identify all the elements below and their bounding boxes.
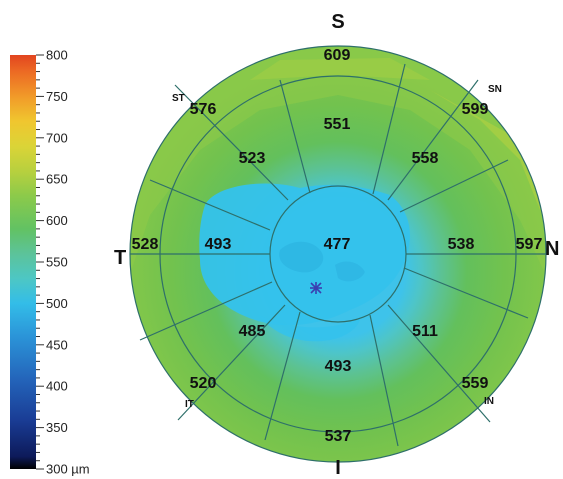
value-mid-inferotemporal: 485 <box>239 323 266 340</box>
colorbar-tick-label: 700 <box>46 130 68 145</box>
colorbar-gradient <box>10 55 36 469</box>
colorbar-tick-label: 350 <box>46 420 68 435</box>
label-inferonasal: IN <box>484 396 494 407</box>
value-mid-superior: 551 <box>324 116 351 133</box>
colorbar-tick-label: 650 <box>46 172 68 187</box>
colorbar: 800 750 700 650 600 550 500 450 400 350 300 µm <box>10 48 90 477</box>
value-mid-superonasal: 558 <box>412 150 439 167</box>
label-superotemporal: ST <box>172 93 185 104</box>
fovea-marker-icon <box>310 282 322 294</box>
colorbar-ticks: 800 750 700 650 600 550 500 450 400 350 300 µm <box>36 48 90 477</box>
region-values: 477 551 538 493 493 523 558 511 485 609 … <box>132 47 543 445</box>
label-inferotemporal: IT <box>185 399 194 410</box>
colorbar-tick-label: 600 <box>46 213 68 228</box>
value-outer-inferonasal: 559 <box>462 375 489 392</box>
value-mid-inferior: 493 <box>325 358 352 375</box>
label-temporal: T <box>114 247 126 269</box>
value-mid-nasal: 538 <box>448 236 475 253</box>
colorbar-tick-label: 500 <box>46 296 68 311</box>
value-outer-superotemporal: 576 <box>190 101 217 118</box>
value-outer-nasal: 597 <box>516 236 543 253</box>
value-outer-temporal: 528 <box>132 236 159 253</box>
value-outer-superonasal: 599 <box>462 101 489 118</box>
grid-lines <box>129 45 547 463</box>
colorbar-tick-label: 300 µm <box>46 462 90 477</box>
value-outer-superior: 609 <box>324 47 351 64</box>
colorbar-tick-label: 400 <box>46 379 68 394</box>
colorbar-tick-label: 450 <box>46 337 68 352</box>
label-superonasal: SN <box>488 84 502 95</box>
colorbar-tick-label: 800 <box>46 48 68 63</box>
label-inferior: I <box>335 457 341 479</box>
colorbar-tick-label: 750 <box>46 89 68 104</box>
label-superior: S <box>331 11 344 33</box>
value-outer-inferior: 537 <box>325 428 352 445</box>
orientation-labels: S I T N ST SN IT IN <box>114 11 559 479</box>
value-outer-inferotemporal: 520 <box>190 375 217 392</box>
value-mid-superotemporal: 523 <box>239 150 266 167</box>
thickness-disc <box>129 45 547 463</box>
value-mid-inferonasal: 511 <box>412 323 438 340</box>
colorbar-tick-label: 550 <box>46 255 68 270</box>
value-mid-temporal: 493 <box>205 236 232 253</box>
value-center: 477 <box>324 236 351 253</box>
label-nasal: N <box>545 238 559 260</box>
